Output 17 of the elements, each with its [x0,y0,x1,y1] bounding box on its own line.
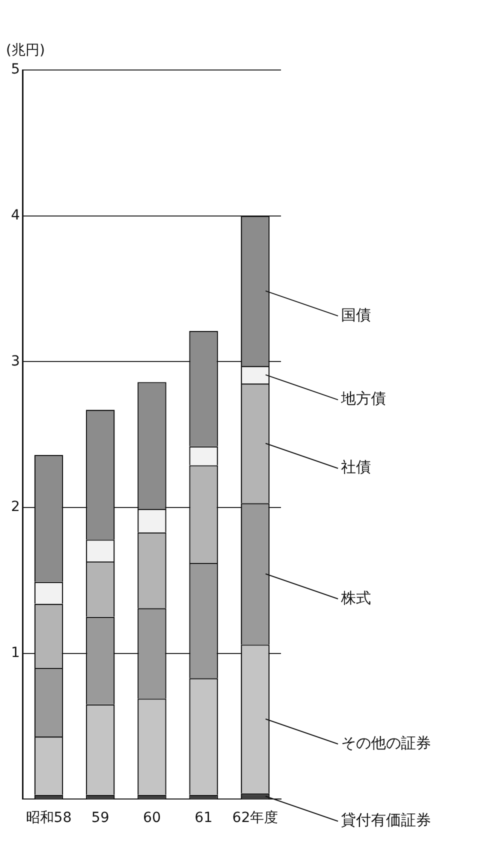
y-tick-label: 3 [10,353,20,370]
text: 貸付有価証券 [341,811,431,830]
y-tick-label: 5 [10,62,20,78]
x-tick-label: 61 [194,810,212,826]
x-tick-label: 62年度 [232,810,278,826]
text: 国債 [341,306,371,324]
y-tick-label: 1 [10,645,20,661]
text: その他の証券 [341,734,431,752]
x-tick-label: 60 [143,810,161,826]
text: 社債 [341,458,371,476]
y-axis-title: (兆円) [6,42,45,59]
text: 地方債 [340,390,386,408]
y-tick-label: 4 [10,207,20,224]
y-tick-label: 2 [10,499,20,516]
x-tick-label: 59 [91,810,110,826]
text: 株式 [340,588,371,607]
x-tick-label: 昭和58 [26,810,72,826]
